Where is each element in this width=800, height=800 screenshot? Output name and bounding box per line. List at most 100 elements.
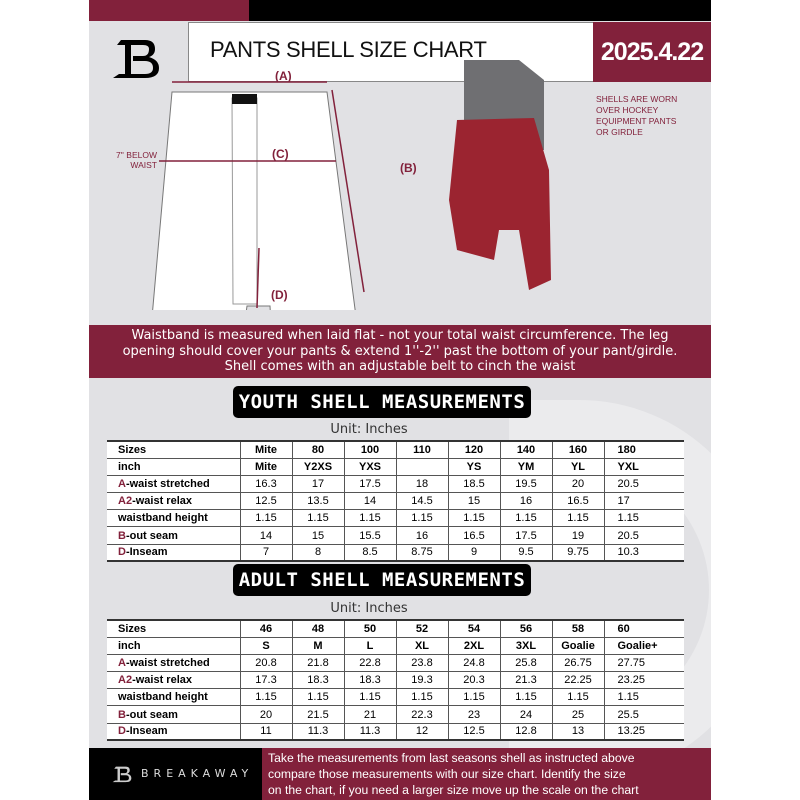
below-waist-note: 7'' BELOW WAIST [115, 150, 157, 170]
table-cell: 11.3 [343, 722, 397, 742]
adult-unit-label: Unit: Inches [330, 601, 408, 616]
table-cell: 15 [447, 492, 501, 511]
table-cell: 12.8 [499, 722, 553, 742]
table-cell: 9.75 [551, 543, 605, 563]
table-cell: 60 [603, 618, 684, 638]
top-bar-accent [89, 0, 249, 21]
row-label-text: -out seam [125, 708, 178, 721]
row-label-prefix: D [118, 725, 126, 738]
table-cell: 17.5 [343, 474, 397, 494]
table-cell: 14 [239, 526, 293, 545]
row-label: Sizes [107, 618, 241, 638]
table-cell [395, 457, 449, 476]
adult-size-table: Sizes 46 48 50 52 54 56 58 60 inch S M L XL 2XL 3XL Goal… [107, 618, 684, 742]
table-row: D-Inseam 11 11.3 11.3 12 12.5 12.8 13 13.25 [107, 722, 684, 742]
row-label-text: inch [118, 639, 141, 652]
row-label: A2-waist relax [107, 492, 241, 511]
table-cell: 19.3 [395, 671, 449, 690]
page-title: PANTS SHELL SIZE CHART [210, 37, 487, 62]
note-line: SHELLS ARE WORN [596, 94, 678, 104]
table-cell: 1.15 [343, 688, 397, 707]
table-cell: 26.75 [551, 653, 605, 673]
table-cell: YXL [603, 457, 684, 476]
row-label-prefix: A [118, 477, 126, 490]
table-row: inch Mite Y2XS YXS YS YM YL YXL [107, 457, 684, 476]
row-label: waistband height [107, 509, 241, 528]
table-cell: 3XL [499, 636, 553, 655]
table-cell: 54 [447, 618, 501, 638]
table-row: Sizes 46 48 50 52 54 56 58 60 [107, 618, 684, 638]
table-cell: 17.5 [499, 526, 553, 545]
table-cell: 18.3 [343, 671, 397, 690]
info-line: opening should cover your pants & extend… [122, 343, 678, 359]
table-cell: 16.3 [239, 474, 293, 494]
breakaway-logo-small-icon [112, 766, 132, 783]
table-cell: XL [395, 636, 449, 655]
row-label-text: -waist stretched [125, 656, 210, 669]
table-cell: 80 [291, 439, 345, 459]
row-label: inch [107, 636, 241, 655]
table-cell: 25 [551, 705, 605, 724]
table-cell: 21.8 [291, 653, 345, 673]
table-cell: 27.75 [603, 653, 684, 673]
shells-note: SHELLS ARE WORN OVER HOCKEY EQUIPMENT PA… [596, 94, 677, 138]
note-line: EQUIPMENT PANTS [596, 116, 677, 126]
table-cell: YM [499, 457, 553, 476]
table-cell: 7 [239, 543, 293, 563]
table-cell: 17 [603, 492, 684, 511]
row-label-prefix: A2 [118, 495, 133, 508]
table-cell: 13 [551, 722, 605, 742]
label-c: (C) [272, 147, 289, 161]
info-line: Shell comes with an adjustable belt to c… [224, 359, 576, 374]
table-row: A2-waist relax 17.3 18.3 18.3 19.3 20.3 21.3 22… [107, 671, 684, 690]
table-cell: 16 [499, 492, 553, 511]
pants-diagram [152, 60, 551, 310]
table-cell: 18.3 [291, 671, 345, 690]
table-row: A2-waist relax 12.5 13.5 14 14.5 15 16 16.5 17 [107, 492, 684, 511]
table-cell: 9 [447, 543, 501, 563]
table-cell: 23.8 [395, 653, 449, 673]
table-cell: 23 [447, 705, 501, 724]
table-cell: 1.15 [239, 509, 293, 528]
table-cell: 100 [343, 439, 397, 459]
row-label: waistband height [107, 688, 241, 707]
table-cell: YL [551, 457, 605, 476]
table-cell: YS [447, 457, 501, 476]
table-cell: 9.5 [499, 543, 553, 563]
table-cell: 20.8 [239, 653, 293, 673]
table-cell: 12.5 [239, 492, 293, 511]
table-cell: 18 [395, 474, 449, 494]
row-label-text: -waist stretched [125, 477, 210, 490]
row-label-text: inch [118, 460, 141, 473]
row-label: B-out seam [107, 526, 241, 545]
table-cell: 160 [551, 439, 605, 459]
breakaway-logo-icon [113, 40, 159, 78]
row-label: A-waist stretched [107, 653, 241, 673]
row-label-prefix: D [118, 546, 126, 559]
table-cell: 18.5 [447, 474, 501, 494]
row-label-text: waistband height [118, 512, 208, 525]
table-cell: 48 [291, 618, 345, 638]
brand-name: BREAKAWAY [141, 767, 254, 780]
table-row: inch S M L XL 2XL 3XL Goalie Goalie+ [107, 636, 684, 655]
youth-section-title: YOUTH SHELL MEASUREMENTS [233, 386, 531, 418]
row-label: D-Inseam [107, 543, 241, 563]
row-label: A2-waist relax [107, 671, 241, 690]
table-cell: 52 [395, 618, 449, 638]
youth-size-table: Sizes Mite 80 100 110 120 140 160 180 inch Mite Y2X… [107, 439, 684, 563]
table-cell: 11 [239, 722, 293, 742]
date-badge: 2025.4.22 [593, 22, 711, 82]
table-cell: 21.5 [291, 705, 345, 724]
table-cell: 1.15 [395, 688, 449, 707]
row-label-text: Sizes [118, 443, 147, 456]
table-cell: 1.15 [447, 688, 501, 707]
table-cell: 1.15 [239, 688, 293, 707]
table-cell: 1.15 [395, 509, 449, 528]
table-cell: 1.15 [603, 688, 684, 707]
table-cell: 11.3 [291, 722, 345, 742]
row-label: Sizes [107, 439, 241, 459]
row-label-text: -waist relax [132, 674, 192, 687]
footer-brand-panel: BREAKAWAY [89, 748, 262, 800]
label-b: (B) [400, 161, 417, 175]
row-label: inch [107, 457, 241, 476]
